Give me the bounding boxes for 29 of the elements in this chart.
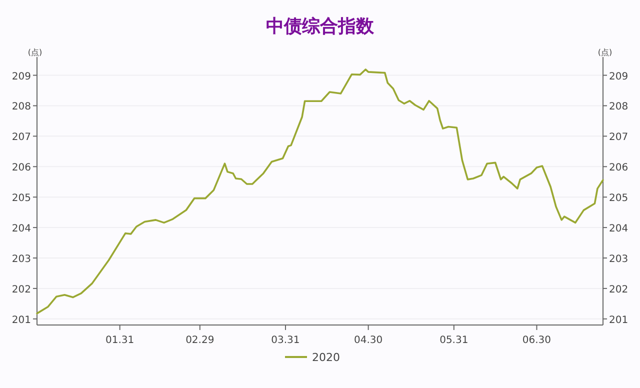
y-tick-label: 206: [12, 162, 31, 174]
y-tick-label: 201: [12, 314, 31, 326]
y2-tick-label: 202: [609, 284, 628, 296]
y2-tick-label: 206: [609, 162, 628, 174]
legend-label: 2020: [312, 351, 340, 364]
x-tick-label: 04.30: [354, 335, 383, 346]
x-tick-label: 01.31: [106, 335, 134, 346]
y-axis-title: (点): [28, 48, 42, 57]
y2-tick-label: 201: [609, 314, 628, 326]
y2-tick-label: 205: [609, 193, 628, 204]
y-tick-label: 203: [12, 254, 31, 265]
chart-title: 中债综合指数: [266, 16, 375, 37]
x-tick-label: 05.31: [440, 335, 468, 346]
y-tick-label: 209: [12, 71, 31, 82]
x-tick-label: 03.31: [271, 335, 300, 346]
y2-axis-title: (点): [598, 48, 612, 57]
y2-tick-label: 203: [609, 254, 628, 265]
y-tick-label: 204: [12, 224, 31, 235]
x-tick-label: 06.30: [522, 335, 552, 346]
y-tick-label: 207: [12, 132, 31, 144]
y-tick-label: 208: [12, 102, 31, 113]
line-series: [36, 68, 604, 314]
y-tick-label: 205: [12, 193, 31, 204]
y2-tick-label: 207: [609, 132, 628, 144]
y2-tick-label: 209: [609, 71, 628, 82]
y-tick-label: 202: [12, 284, 31, 296]
y2-tick-label: 204: [609, 224, 628, 235]
y2-tick-label: 208: [609, 102, 628, 113]
x-tick-label: 02.29: [186, 335, 214, 346]
